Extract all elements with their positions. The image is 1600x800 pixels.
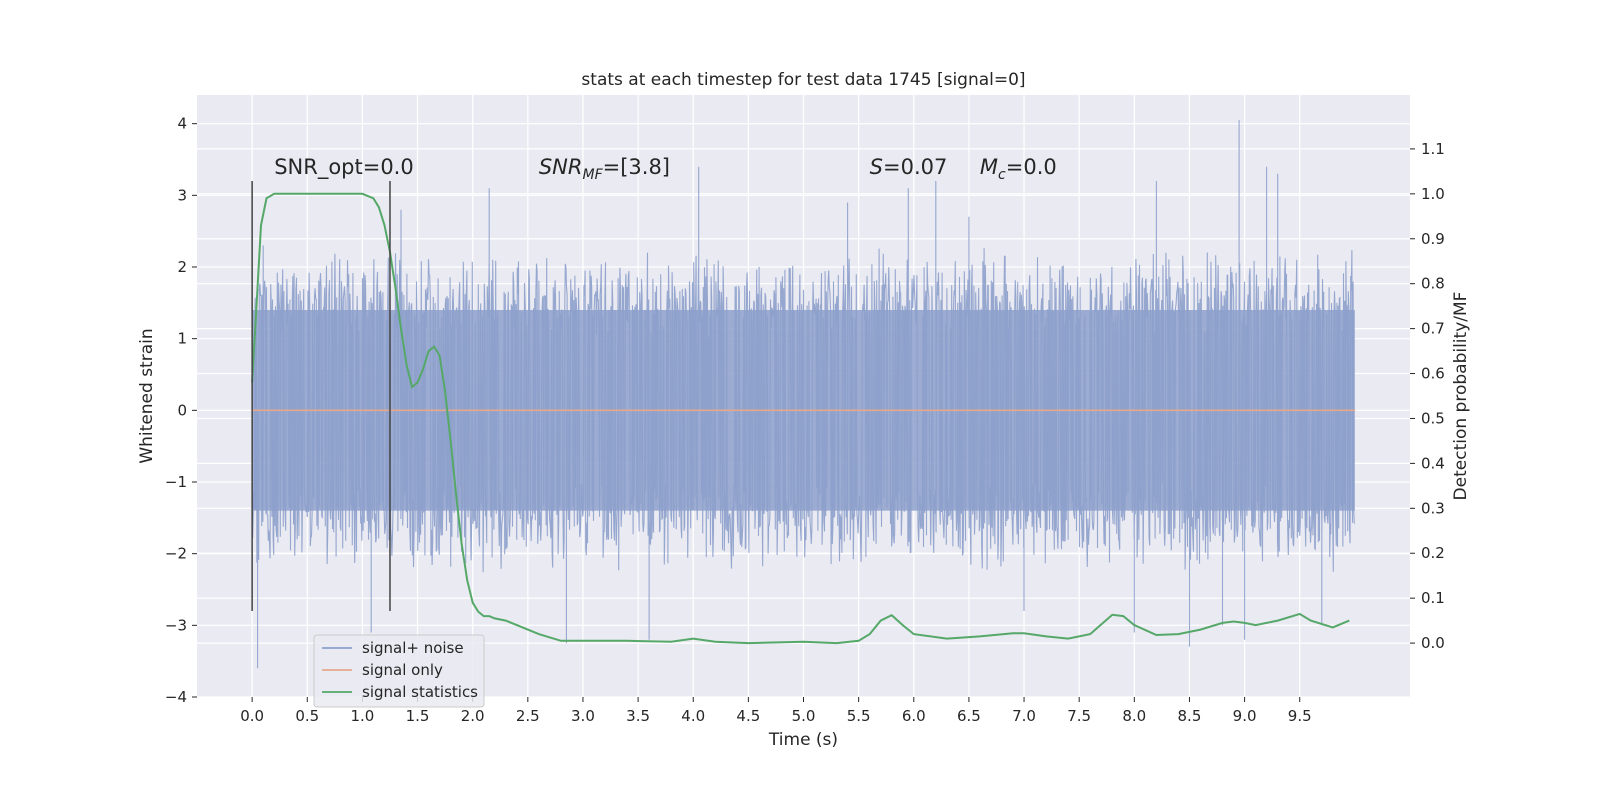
x-tick-label: 3.5	[626, 707, 650, 725]
x-axis-label: Time (s)	[768, 730, 838, 750]
y-axis-ticks: 4 3 2 1 0 −1 −2 −3 −4	[165, 115, 197, 706]
annotation-value: =[3.8]	[603, 155, 670, 179]
annotation: SNRMF=[3.8]	[539, 155, 670, 183]
x-axis-ticks: 0.0 0.5 1.0 1.5 2.0 2.5 3.0 3.5 4.0 4.5 5.0 5.5 6.0 6…	[240, 697, 1312, 725]
x-tick-label: 5.5	[847, 707, 871, 725]
annotation-main: SNR_opt=0.0	[274, 155, 414, 180]
y-tick-label: −3	[165, 616, 187, 634]
x-tick-label: 9.5	[1288, 707, 1312, 725]
y2-tick-label: 0.2	[1421, 544, 1445, 562]
x-tick-label: 8.5	[1178, 707, 1202, 725]
y2-tick-label: 0.7	[1421, 320, 1445, 338]
y2-axis-label: Detection probability/MF	[1451, 292, 1471, 501]
y2-tick-label: 0.9	[1421, 230, 1445, 248]
y2-tick-label: 0.6	[1421, 365, 1445, 383]
legend-label-signal-only: signal only	[362, 661, 443, 679]
annotation-subscript: MF	[582, 167, 603, 183]
y2-axis-ticks: 1.1 1.0 0.9 0.8 0.7 0.6 0.5 0.4 0.3 0.2 0.1 0.0	[1410, 140, 1445, 652]
legend-label-signal-noise: signal+ noise	[362, 639, 464, 657]
annotation-value: =0.07	[883, 155, 947, 179]
x-tick-label: 4.0	[681, 707, 705, 725]
y-tick-label: −4	[165, 688, 187, 706]
x-tick-label: 8.0	[1122, 707, 1146, 725]
y2-tick-label: 0.4	[1421, 454, 1445, 472]
x-tick-label: 4.5	[736, 707, 760, 725]
x-tick-label: 1.5	[406, 707, 430, 725]
y2-tick-label: 0.3	[1421, 499, 1445, 517]
y2-tick-label: 0.1	[1421, 589, 1445, 607]
chart-title: stats at each timestep for test data 174…	[581, 70, 1025, 90]
x-tick-label: 7.0	[1012, 707, 1036, 725]
annotation: S=0.07	[870, 155, 948, 179]
y2-tick-label: 1.0	[1421, 185, 1445, 203]
vertical-markers	[251, 181, 391, 611]
y-axis-label: Whitened strain	[137, 328, 157, 463]
annotation-value: =0.0	[1006, 155, 1057, 179]
legend: signal+ noise signal only signal statist…	[313, 634, 485, 708]
y-tick-label: 2	[177, 258, 187, 276]
annotation-main: M	[980, 155, 998, 179]
series-signal-statistics	[251, 192, 1350, 645]
y2-tick-label: 1.1	[1421, 140, 1445, 158]
x-tick-label: 6.5	[957, 707, 981, 725]
x-tick-label: 9.0	[1233, 707, 1257, 725]
y2-tick-label: 0.8	[1421, 275, 1445, 293]
x-tick-label: 6.0	[902, 707, 926, 725]
annotation-subscript: c	[998, 167, 1006, 183]
legend-label-signal-statistics: signal statistics	[362, 683, 478, 701]
annotation: SNR_opt=0.0	[274, 155, 414, 180]
line-series	[251, 192, 1355, 645]
annotation-main: SNR	[539, 155, 583, 179]
x-tick-label: 2.0	[461, 707, 485, 725]
x-tick-label: 5.0	[792, 707, 816, 725]
y-tick-label: 1	[177, 330, 187, 348]
x-tick-label: 0.5	[295, 707, 319, 725]
x-tick-label: 7.5	[1067, 707, 1091, 725]
y-tick-label: −1	[165, 473, 187, 491]
y-tick-label: 4	[177, 115, 187, 133]
x-tick-label: 0.0	[240, 707, 264, 725]
annotations: SNR_opt=0.0 SNRMF=[3.8] S=0.07 Mc=0.0	[274, 155, 1057, 183]
annotation: Mc=0.0	[980, 155, 1057, 183]
y-tick-label: −2	[165, 545, 187, 563]
y-tick-label: 0	[177, 401, 187, 419]
x-tick-label: 3.0	[571, 707, 595, 725]
legend-box	[313, 634, 485, 708]
noise-line	[251, 120, 1355, 669]
y2-tick-label: 0.0	[1421, 634, 1445, 652]
x-tick-label: 2.5	[516, 707, 540, 725]
x-tick-label: 1.0	[350, 707, 374, 725]
y2-tick-label: 0.5	[1421, 409, 1445, 427]
annotation-main: S	[870, 155, 883, 179]
y-tick-label: 3	[177, 186, 187, 204]
